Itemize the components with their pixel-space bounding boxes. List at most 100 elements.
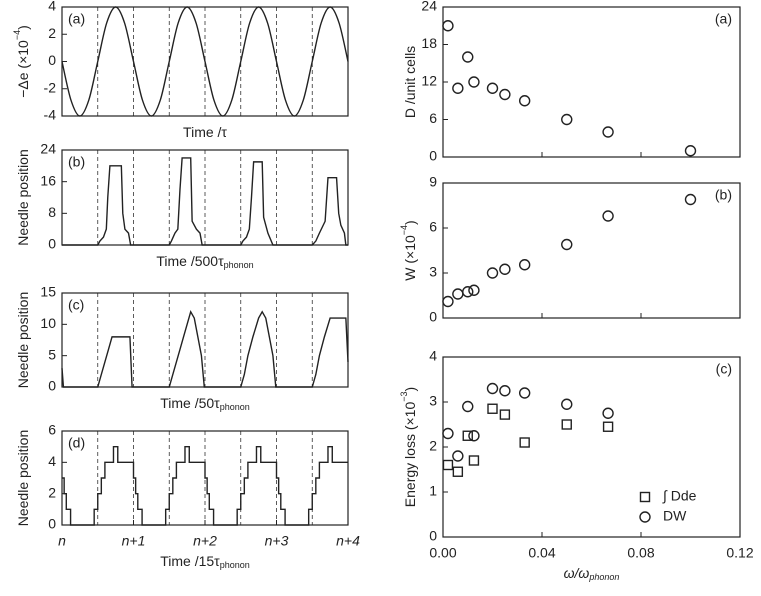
y-tick-label: 6 [429,110,437,126]
data-line [62,445,348,526]
legend-marker [639,491,651,503]
square-marker [452,466,464,477]
x-tick-label: 0.08 [627,545,654,561]
circle-marker [684,145,697,157]
circle-marker [499,385,511,397]
circle-marker [684,193,697,206]
label-part: W (×10 [402,235,418,281]
x-tick-label: n+3 [265,533,289,549]
square-marker [499,409,511,420]
x-tick-label: 0.04 [528,545,555,561]
square-marker [442,459,454,471]
circle-marker [468,430,480,442]
y-tick-label: 4 [48,453,56,469]
circle-marker [486,82,499,94]
y-tick-label: 6 [429,219,437,235]
x-axis-label: ω/ωphonon [564,565,620,583]
circle-marker [462,286,474,298]
panel: 0 1 2 3 4 0.00 0.04 0.08 0.12 (c) Energy loss (×10… [399,348,753,583]
circle-marker [499,88,511,101]
label-part: Time /15τ [160,553,220,569]
y-tick-label: 3 [429,393,437,409]
label-script: phonon [220,402,250,412]
panel: 0 8 16 24 (b) Needle position Time /500τphonon [15,141,349,271]
x-axis-label: Time /500τphonon [156,253,253,271]
label-part: ) [402,220,418,225]
y-tick-label: 2 [48,25,56,41]
y-tick-label: 24 [40,141,56,157]
x-axis-label: Time /50τphonon [160,395,250,413]
y-tick-label: 4 [429,348,437,364]
y-tick-label: 0 [48,516,56,532]
panel-label: (b) [68,154,85,170]
y-tick-label: 0 [48,52,56,68]
circle-marker [561,398,573,410]
circle-marker [452,288,464,300]
label-script: −3 [399,391,409,401]
label-part: Needle position [15,149,31,246]
square-marker [561,419,572,430]
circle-marker [602,210,614,222]
data-line [61,310,349,388]
circle-marker [518,387,531,399]
y-tick-label: 8 [48,204,56,220]
circle-marker [561,113,573,126]
panel-label: (a) [715,11,732,27]
label-script: −4 [12,30,22,40]
label-part: Needle position [15,430,31,527]
circle-marker [442,295,454,308]
y-tick-label: 4 [48,0,56,14]
circle-marker [468,76,480,88]
label-part: ) [15,25,31,30]
label-part: ω/ω [564,565,590,581]
y-tick-label: 6 [48,422,56,438]
plot-frame [442,356,741,538]
label-part: ) [402,387,418,392]
circle-marker [602,407,614,419]
panel: 0 2 4 6 n n+1 n+2 n+3 n+4 (d) Needle position Time … [15,422,360,571]
x-tick-label: n [58,533,66,549]
circle-marker [518,95,531,107]
plot-frame [442,182,741,319]
square-marker [468,455,480,466]
y-tick-label: 10 [40,315,56,331]
y-axis-label: Needle position [15,149,31,246]
panel: 0 6 12 18 24 (a) D /unit cells [402,0,741,164]
panel-label: (b) [715,187,732,203]
x-tick-label: n+1 [122,533,146,549]
panel-label: (a) [68,11,85,27]
circle-marker [602,126,614,138]
y-tick-label: 24 [421,0,437,14]
y-tick-label: 0 [48,236,56,252]
circle-marker [486,267,499,279]
label-script: phonon [588,572,619,582]
label-part: D /unit cells [402,46,418,118]
y-tick-label: 18 [421,35,437,51]
panel-label: (c) [68,297,84,313]
y-tick-label: 5 [48,346,56,362]
square-marker [519,437,530,448]
plot-frame [442,6,741,158]
label-script: −4 [399,225,409,235]
circle-marker [518,259,531,271]
y-tick-label: 3 [429,264,437,280]
circle-marker [462,51,474,63]
y-tick-label: 0 [429,309,437,325]
circle-marker [462,400,474,413]
x-tick-label: n+4 [336,533,360,549]
label-part: Time /50τ [160,395,220,411]
data-line [62,157,348,246]
legend-marker [639,511,651,523]
x-axis-label: Time /τ [183,124,227,140]
y-tick-label: 0 [429,148,437,164]
square-marker [462,430,473,441]
x-axis-label: Time /15τphonon [160,553,250,571]
panel: -4 -2 0 2 4 (a) −Δe (×10−4) Time /τ [12,0,349,140]
label-part: Needle position [15,292,31,389]
circle-marker [486,382,499,395]
y-tick-label: -2 [44,79,57,95]
y-axis-label: D /unit cells [402,46,418,118]
x-tick-label: 0.12 [726,545,753,561]
y-tick-label: -4 [44,107,57,123]
